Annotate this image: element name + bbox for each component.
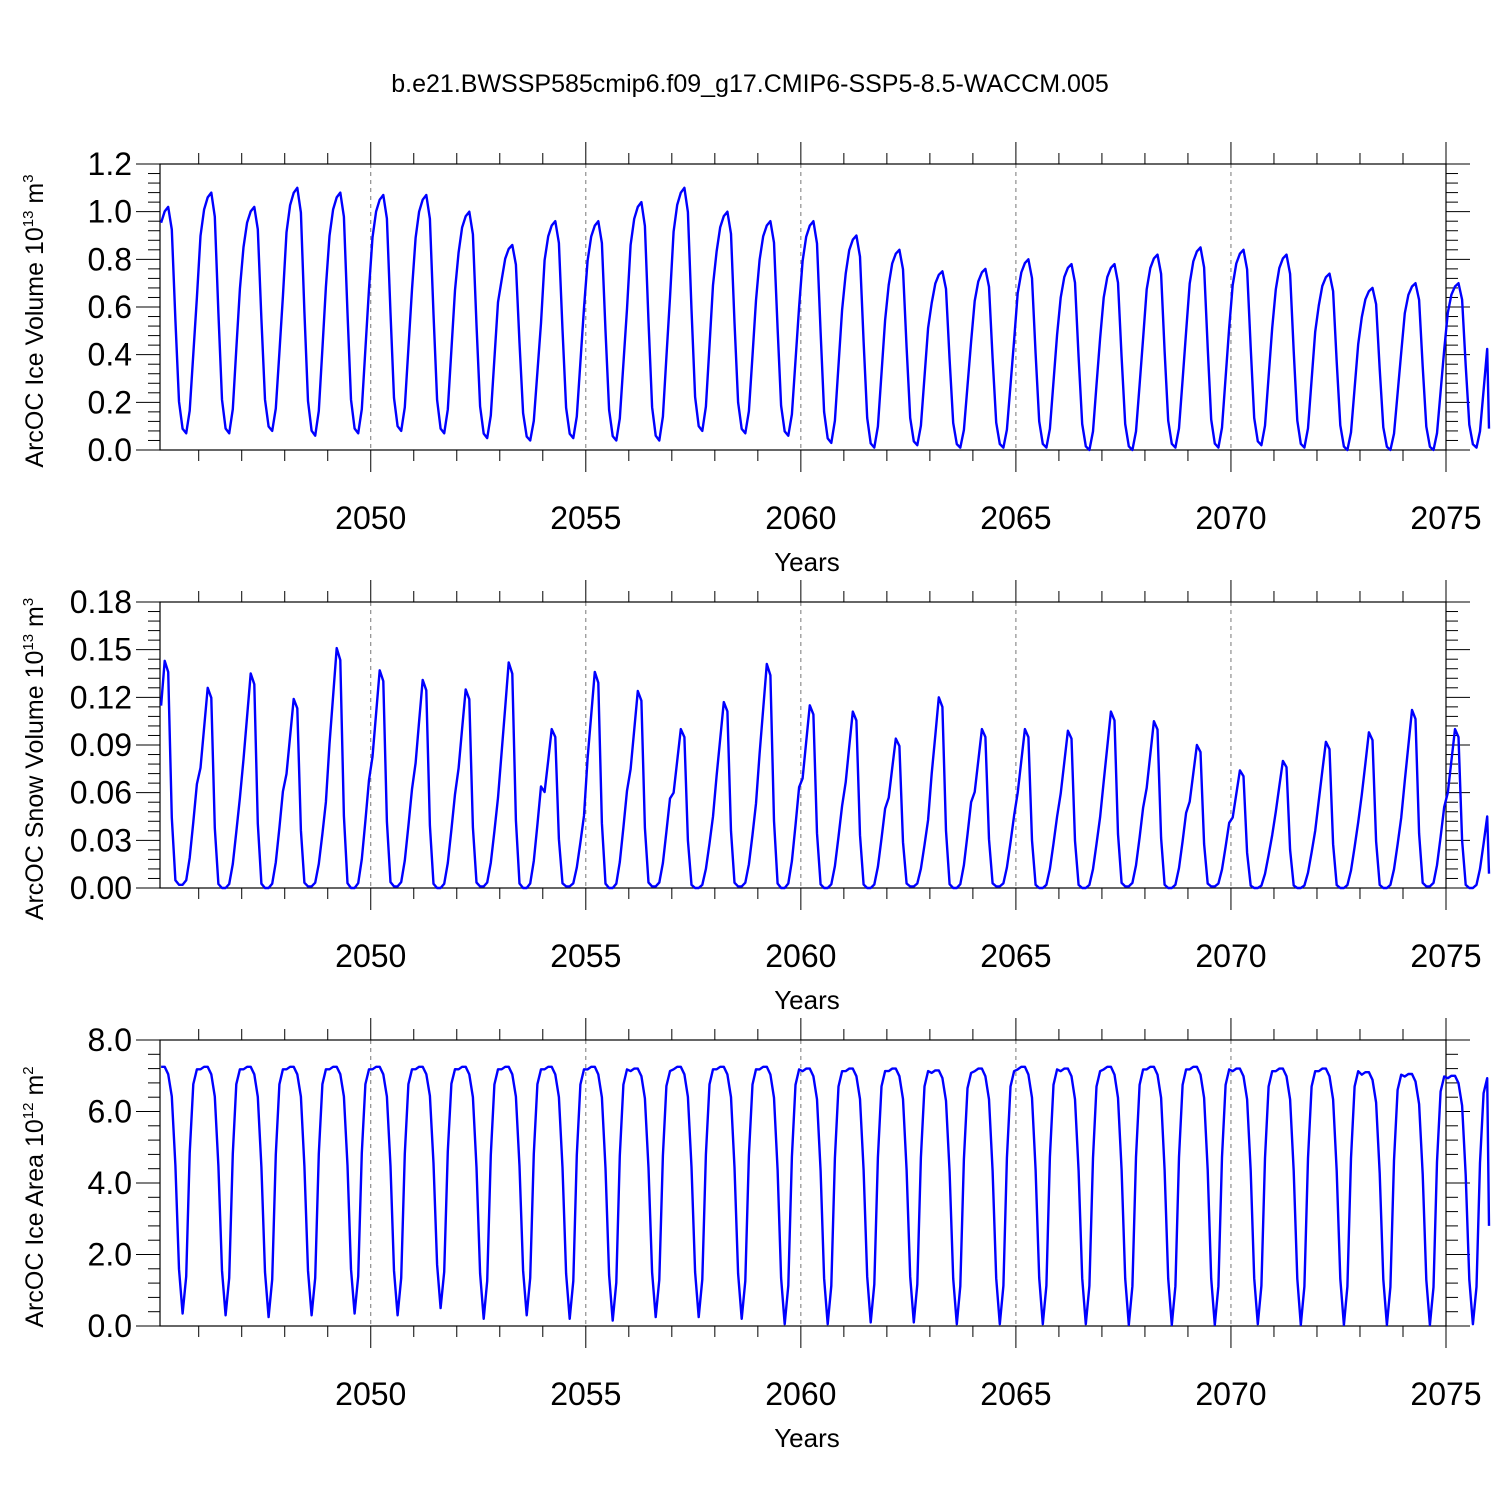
y-tick-label: 0.00 [70,870,132,906]
y-tick-label: 0.0 [88,1308,132,1344]
x-tick-label: 2060 [765,500,836,536]
y-tick-label: 0.15 [70,632,132,668]
y-axis-label: ArcOC Ice Area 1012 m2 [20,1066,49,1327]
series-line-snow-volume [159,646,1491,890]
x-tick-label: 2065 [980,938,1051,974]
panel-snow-volume: 2050 2055 2060 2065 2070 2075 Years 0.00 0.03 0.0… [20,580,1491,1015]
y-tick-label: 2.0 [88,1237,132,1273]
y-tick-label: 0.09 [70,727,132,763]
y-tick-label: 0.6 [88,289,132,325]
y-tick-label: 0.0 [88,432,132,468]
series-line-ice-volume [159,186,1491,452]
y-tick-label: 1.0 [88,194,132,230]
x-tick-label: 2065 [980,500,1051,536]
x-tick-label: 2060 [765,1376,836,1412]
y-tick-label: 0.4 [88,337,132,373]
y-tick-label: 0.03 [70,822,132,858]
x-axis-label: Years [774,1423,840,1453]
x-tick-label: 2060 [765,938,836,974]
y-axis-label: ArcOC Ice Volume 1013 m3 [20,174,49,467]
x-tick-label: 2055 [550,938,621,974]
y-tick-label: 8.0 [88,1022,132,1058]
panel-ice-area: 2050 2055 2060 2065 2070 2075 Years 0.0 2.0 4.0 6.… [20,1018,1491,1453]
x-tick-label: 2070 [1195,938,1266,974]
y-tick-label: 0.06 [70,775,132,811]
x-axis-label: Years [774,985,840,1015]
x-tick-label: 2075 [1410,1376,1481,1412]
series-line-ice-area [161,1065,1491,1327]
y-tick-label: 6.0 [88,1094,132,1130]
y-tick-label: 0.12 [70,679,132,715]
x-tick-label: 2070 [1195,500,1266,536]
y-tick-label: 4.0 [88,1165,132,1201]
x-tick-label: 2050 [335,938,406,974]
x-tick-label: 2050 [335,500,406,536]
panel-ice-volume: 2050 2055 2060 2065 2070 2075 Years 0.0 0.2 0.4 0.… [20,142,1491,577]
x-tick-label: 2055 [550,1376,621,1412]
y-axis-label: ArcOC Snow Volume 1013 m3 [20,598,49,920]
chart-title: b.e21.BWSSP585cmip6.f09_g17.CMIP6-SSP5-8… [391,70,1109,98]
x-tick-label: 2075 [1410,500,1481,536]
y-tick-label: 0.2 [88,384,132,420]
x-tick-label: 2065 [980,1376,1051,1412]
plot-frame [159,601,1447,889]
x-axis-label: Years [774,547,840,577]
y-tick-label: 1.2 [88,146,132,182]
y-tick-label: 0.18 [70,584,132,620]
x-tick-label: 2070 [1195,1376,1266,1412]
x-tick-label: 2050 [335,1376,406,1412]
y-tick-label: 0.8 [88,241,132,277]
x-tick-label: 2055 [550,500,621,536]
x-tick-label: 2075 [1410,938,1481,974]
